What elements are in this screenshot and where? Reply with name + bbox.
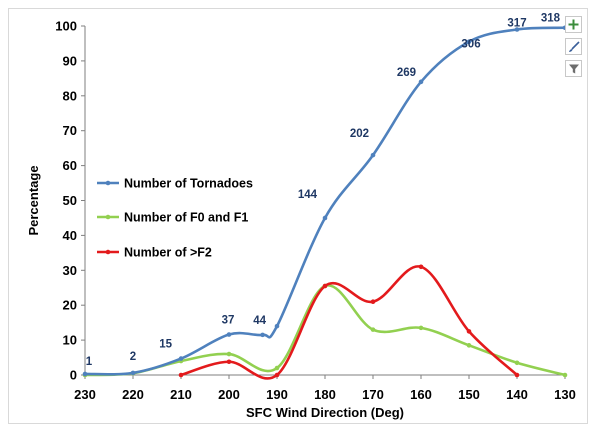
data-point-number-of-f0-and-f1	[226, 351, 232, 357]
plus-icon	[568, 19, 579, 30]
data-point-number-of-tornadoes	[466, 39, 472, 45]
y-tick-label: 50	[63, 193, 77, 208]
x-tick-label: 140	[506, 387, 528, 402]
data-point-number-of-f0-and-f1	[418, 325, 424, 331]
chart-filters-button[interactable]	[565, 60, 582, 77]
x-tick-label: 200	[218, 387, 240, 402]
y-tick-label: 40	[63, 228, 77, 243]
data-point-number-of-f0-and-f1	[466, 343, 472, 348]
y-tick-label: 20	[63, 298, 77, 313]
legend-label: Number of F0 and F1	[124, 211, 248, 225]
x-axis-title: SFC Wind Direction (Deg)	[246, 405, 404, 420]
y-axis-title: Percentage	[26, 165, 41, 235]
legend-marker	[105, 214, 111, 220]
data-point-number-of-f0-and-f1	[274, 365, 280, 371]
data-label: 2	[130, 351, 136, 363]
data-point-number-of-tornadoes	[514, 27, 520, 32]
data-point-number-of-f2	[418, 264, 424, 270]
data-point-number-of-f0-and-f1	[514, 360, 520, 366]
brush-icon	[568, 40, 580, 52]
data-label: 269	[397, 67, 416, 79]
chart-styles-button[interactable]	[565, 38, 582, 55]
data-label: 306	[461, 39, 480, 51]
data-label: 15	[159, 339, 172, 351]
y-tick-label: 70	[63, 123, 77, 138]
y-tick-label: 100	[55, 19, 77, 34]
x-tick-label: 220	[122, 387, 144, 402]
series-line-number-of-f2	[179, 265, 519, 380]
data-point-number-of-f2	[514, 372, 520, 378]
legend-label: Number of Tornadoes	[124, 177, 253, 191]
legend-label: Number of >F2	[124, 246, 212, 260]
legend-marker	[105, 180, 111, 186]
data-point-number-of-f2	[370, 299, 376, 305]
data-point-number-of-f0-and-f1	[370, 327, 376, 332]
data-point-number-of-tornadoes	[274, 323, 280, 329]
x-tick-label: 130	[554, 387, 576, 402]
data-point-number-of-tornadoes	[260, 332, 265, 338]
data-point-number-of-f0-and-f1	[562, 372, 568, 378]
filter-icon	[568, 64, 579, 73]
data-point-number-of-tornadoes	[322, 215, 328, 221]
data-label: 44	[253, 315, 266, 327]
data-point-number-of-f2	[274, 372, 280, 378]
y-tick-label: 30	[63, 263, 77, 278]
data-label: 37	[222, 315, 235, 327]
data-label: 1	[86, 356, 93, 368]
data-point-number-of-f2	[178, 372, 184, 378]
series-line-number-of-tornadoes	[83, 26, 567, 376]
y-tick-label: 0	[70, 368, 77, 383]
x-tick-label: 190	[266, 387, 288, 402]
x-tick-label: 230	[74, 387, 96, 402]
chart-elements-button[interactable]	[565, 16, 582, 33]
data-point-number-of-tornadoes	[130, 370, 136, 376]
data-point-number-of-tornadoes	[226, 332, 232, 337]
y-tick-label: 80	[63, 88, 77, 103]
line-chart: 0 10 20 30 40 50 60 70 80 90 100 230 220 210 200 190 180…	[26, 13, 576, 420]
data-label: 317	[507, 17, 526, 29]
data-label: 144	[298, 189, 318, 201]
data-point-number-of-tornadoes	[418, 79, 424, 85]
x-tick-label: 170	[362, 387, 384, 402]
y-tick-label: 90	[63, 53, 77, 68]
data-point-number-of-tornadoes	[178, 356, 184, 361]
data-point-number-of-f2	[466, 329, 472, 334]
data-point-number-of-f2	[322, 283, 328, 289]
chart-area[interactable]: 0 10 20 30 40 50 60 70 80 90 100 230 220 210 200 190 180…	[8, 8, 588, 424]
series-line-number-of-f0-and-f1	[83, 284, 567, 377]
data-point-number-of-tornadoes	[82, 371, 88, 377]
x-tick-label: 180	[314, 387, 336, 402]
data-label: 202	[350, 128, 369, 140]
y-tick-label: 10	[63, 333, 77, 348]
x-tick-label: 210	[170, 387, 192, 402]
x-tick-label: 150	[458, 387, 480, 402]
data-point-number-of-f2	[226, 359, 232, 365]
data-point-number-of-tornadoes	[370, 152, 376, 158]
legend-marker	[105, 249, 111, 255]
y-tick-label: 60	[63, 158, 77, 173]
data-label: 318	[541, 13, 561, 25]
x-tick-label: 160	[410, 387, 432, 402]
